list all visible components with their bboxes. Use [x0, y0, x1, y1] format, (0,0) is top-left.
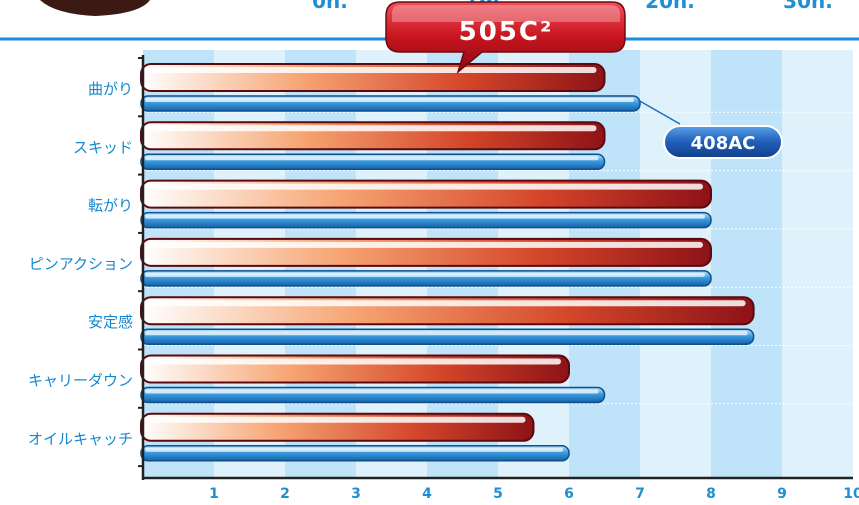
- category-label: スキッド: [73, 138, 133, 156]
- category-label: キャリーダウン: [28, 372, 133, 390]
- series-callout-505: 505C²: [385, 1, 626, 75]
- bar-408-highlight: [145, 447, 563, 452]
- bar-408-highlight: [145, 214, 705, 219]
- top-label: 0n.: [312, 0, 348, 13]
- top-label: 30n.: [783, 0, 833, 13]
- bar-505-highlight: [145, 358, 561, 365]
- category-label: オイルキャッチ: [28, 430, 133, 448]
- x-tick-label: 2: [280, 486, 290, 502]
- series-name-505: 505C²: [459, 17, 554, 47]
- top-label: 20n.: [645, 0, 695, 13]
- grid-band: [711, 50, 782, 478]
- category-label: 曲がり: [88, 80, 133, 98]
- x-tick-label: 10: [843, 486, 859, 502]
- x-tick-label: 7: [635, 486, 645, 502]
- bar-505-highlight: [145, 241, 703, 248]
- bar-408-highlight: [145, 98, 634, 102]
- series-callout-408: 408AC: [637, 99, 783, 159]
- bars-layer: [140, 63, 755, 462]
- bar-505-highlight: [145, 416, 526, 423]
- category-label: 転がり: [88, 197, 133, 215]
- bar-408-highlight: [145, 156, 599, 161]
- series-name-408: 408AC: [691, 133, 756, 154]
- cropped-photo-fragment: [40, 0, 150, 16]
- x-tick-label: 4: [422, 486, 432, 502]
- callout-bubble-red: [385, 1, 626, 75]
- callout-shine: [392, 5, 620, 22]
- x-tick-label: 3: [351, 486, 361, 502]
- bar-505-highlight: [145, 125, 597, 132]
- x-tick-label: 6: [564, 486, 574, 502]
- x-tick-label: 8: [706, 486, 716, 502]
- grid-band: [782, 50, 853, 478]
- bar-408-highlight: [145, 389, 599, 394]
- category-label: 安定感: [88, 313, 133, 331]
- callout-pointer-blue: [637, 99, 681, 125]
- bar-505-highlight: [145, 183, 703, 190]
- axes: [138, 55, 853, 480]
- x-tick-label: 9: [777, 486, 787, 502]
- x-tick-labels: 1 2 3 4 5 6 7 8 9 10: [209, 486, 859, 502]
- bar-408-highlight: [145, 272, 705, 277]
- bar-505-highlight: [145, 300, 746, 307]
- bar-408-highlight: [145, 331, 748, 336]
- callout-bubble-blue: [663, 125, 783, 159]
- category-label: ピンアクション: [29, 255, 133, 273]
- bar-505-highlight: [145, 67, 597, 73]
- x-tick-label: 1: [209, 486, 219, 502]
- x-tick-label: 5: [493, 486, 503, 502]
